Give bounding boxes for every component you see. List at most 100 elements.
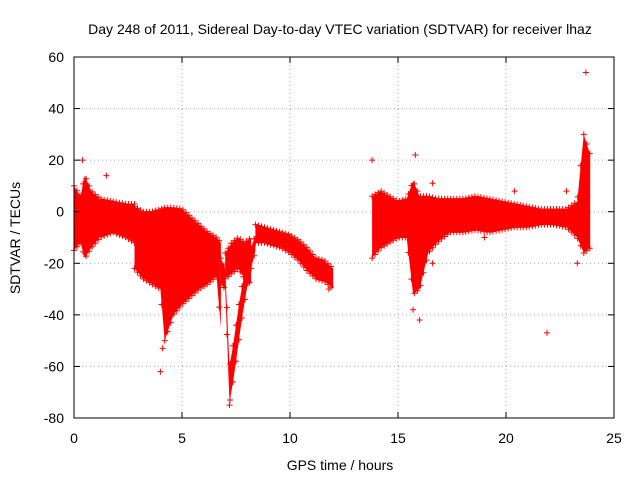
data-point xyxy=(574,193,581,200)
data-point xyxy=(511,200,518,207)
data-point xyxy=(477,194,484,201)
data-point xyxy=(526,203,533,210)
data-point xyxy=(532,205,539,212)
data-point xyxy=(417,282,424,289)
data-point xyxy=(170,311,177,318)
data-point xyxy=(258,223,265,230)
data-point xyxy=(580,131,587,138)
data-point xyxy=(309,273,316,279)
data-point xyxy=(210,276,217,283)
data-point xyxy=(402,196,409,203)
data-point xyxy=(502,226,509,233)
plot-frame xyxy=(73,56,615,419)
data-point xyxy=(325,260,331,267)
data-point xyxy=(77,192,83,199)
data-point xyxy=(152,207,159,214)
data-point xyxy=(92,191,99,198)
data-point xyxy=(526,223,533,230)
data-point xyxy=(508,200,515,207)
data-point xyxy=(459,229,466,236)
data-point xyxy=(325,281,331,288)
data-point xyxy=(375,189,382,196)
data-point xyxy=(222,250,229,256)
outlier-point xyxy=(157,368,164,375)
data-point xyxy=(459,195,466,202)
data-point xyxy=(414,287,421,294)
data-point xyxy=(399,197,406,204)
data-point xyxy=(550,221,557,228)
data-point xyxy=(568,229,575,236)
data-point xyxy=(213,234,220,241)
data-point xyxy=(137,272,144,279)
outlier-point xyxy=(582,69,589,76)
data-point xyxy=(107,230,114,237)
data-point xyxy=(426,248,433,255)
data-point xyxy=(89,243,96,250)
data-point xyxy=(239,283,245,290)
data-point xyxy=(161,337,168,344)
data-point xyxy=(294,256,301,263)
outlier-point xyxy=(574,260,581,267)
data-point xyxy=(328,263,334,270)
data-point xyxy=(414,188,421,195)
data-point xyxy=(565,226,572,233)
data-point xyxy=(74,187,80,194)
data-point xyxy=(565,204,572,211)
data-point xyxy=(432,241,439,248)
data-point xyxy=(77,240,83,247)
data-point xyxy=(487,229,493,236)
data-point xyxy=(228,270,235,277)
data-point xyxy=(261,224,268,231)
data-point xyxy=(474,193,481,200)
data-point xyxy=(116,231,123,238)
data-point xyxy=(223,331,230,338)
x-tick-label: 0 xyxy=(70,430,78,446)
data-point xyxy=(83,253,90,260)
data-point xyxy=(306,270,313,277)
data-point xyxy=(227,397,233,403)
data-point xyxy=(185,212,192,219)
y-axis-label: SDTVAR / TECUs xyxy=(7,182,23,294)
data-points xyxy=(71,69,593,409)
data-point xyxy=(306,247,313,254)
data-point xyxy=(233,322,239,329)
outlier-point xyxy=(226,402,233,409)
data-point xyxy=(195,220,201,227)
data-point xyxy=(315,276,322,283)
outlier-point xyxy=(481,234,488,241)
data-point xyxy=(246,235,253,242)
data-point xyxy=(237,268,244,275)
data-point xyxy=(234,266,241,273)
data-point xyxy=(107,197,114,204)
data-point xyxy=(577,162,584,169)
data-point xyxy=(192,289,198,296)
data-point xyxy=(375,247,382,254)
data-point xyxy=(577,242,584,249)
y-tick-label: 60 xyxy=(48,49,64,65)
data-point xyxy=(104,197,111,204)
outlier-point xyxy=(416,317,423,323)
data-point xyxy=(252,221,259,228)
data-point xyxy=(119,233,126,240)
data-band xyxy=(225,237,252,284)
data-point xyxy=(236,336,242,343)
data-point xyxy=(465,194,472,201)
data-point xyxy=(532,222,539,229)
data-point xyxy=(372,251,379,258)
data-point xyxy=(508,224,515,231)
data-point xyxy=(477,227,484,234)
data-point xyxy=(137,207,144,214)
data-point xyxy=(322,258,328,265)
data-point xyxy=(405,191,412,197)
data-point xyxy=(474,227,481,234)
data-point xyxy=(520,202,527,209)
data-point xyxy=(553,222,560,229)
outlier-point xyxy=(103,172,110,179)
data-point xyxy=(462,228,469,235)
data-point xyxy=(261,239,268,246)
data-point xyxy=(303,267,310,274)
data-point xyxy=(223,304,230,311)
data-point xyxy=(233,358,239,365)
data-point xyxy=(246,279,253,286)
